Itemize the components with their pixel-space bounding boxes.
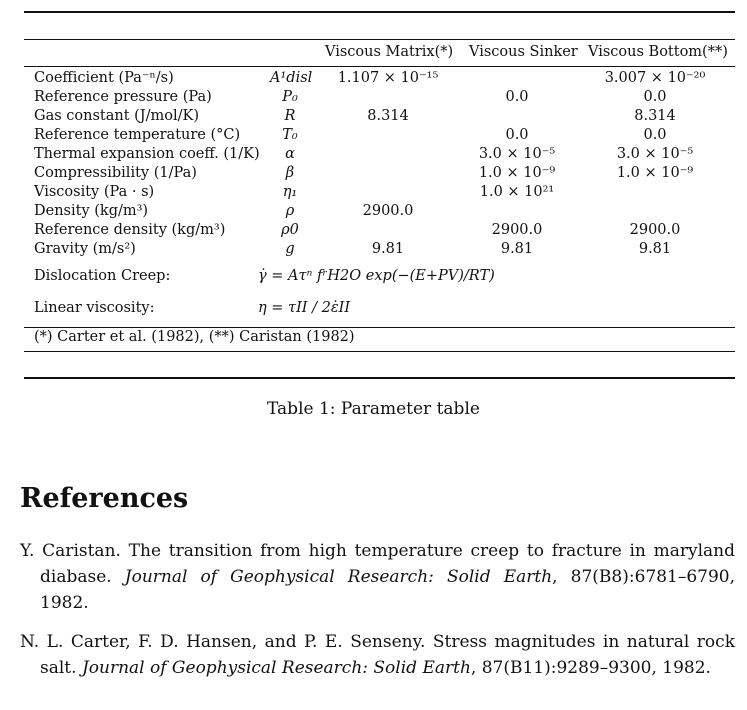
table-row: Density (kg/m³) ρ 2900.0: [0, 202, 747, 221]
parameter-symbol: β: [285, 165, 295, 181]
parameter-symbol: g: [285, 241, 295, 257]
value-viscous-bottom: 2900.0: [629, 222, 681, 238]
table-bottom-rule: [24, 351, 735, 352]
value-viscous-bottom: 8.314: [634, 108, 676, 124]
dislocation-creep-row: Dislocation Creep: γ̇ = Aτⁿ fʳH2O exp(−(…: [0, 267, 747, 286]
parameter-name: Density (kg/m³): [34, 203, 149, 219]
table-row: Gravity (m/s²) g 9.81 9.81 9.81: [0, 240, 747, 259]
reference-item: Y. Caristan. The transition from high te…: [20, 538, 735, 616]
table-top-rule: [24, 11, 735, 13]
value-viscous-sinker: 0.0: [505, 89, 529, 105]
parameter-name: Reference temperature (°C): [34, 127, 241, 143]
table-body-rule: [24, 66, 735, 67]
value-viscous-bottom: 0.0: [643, 89, 667, 105]
value-viscous-sinker: 0.0: [505, 127, 529, 143]
parameter-symbol: P₀: [282, 89, 298, 105]
reference-journal: Journal of Geophysical Research: Solid E…: [81, 658, 471, 678]
header-viscous-bottom: Viscous Bottom(**): [588, 44, 728, 60]
table-row: Thermal expansion coeff. (1/K) α 3.0 × 10⁻…: [0, 145, 747, 164]
table-row: Gas constant (J/mol/K) R 8.314 8.314: [0, 107, 747, 126]
table-row: Reference density (kg/m³) ρ0 2900.0 2900.0: [0, 221, 747, 240]
table-row: Reference temperature (°C) T₀ 0.0 0.0: [0, 126, 747, 145]
reference-authors: N. L. Carter, F. D. Hansen, and P. E. Se…: [20, 632, 426, 652]
parameter-symbol: T₀: [282, 127, 298, 143]
value-viscous-bottom: 1.0 × 10⁻⁹: [616, 165, 694, 181]
reference-details: , 87(B8):6781–6790, 1982.: [40, 567, 736, 613]
value-viscous-bottom: 9.81: [638, 241, 672, 257]
header-viscous-matrix: Viscous Matrix(*): [325, 44, 454, 60]
linear-viscosity-label: Linear viscosity:: [34, 300, 155, 316]
value-viscous-bottom: 3.007 × 10⁻²⁰: [604, 70, 706, 86]
parameter-symbol: A¹disl: [270, 70, 313, 86]
table-row: Viscosity (Pa · s) η₁ 1.0 × 10²¹: [0, 183, 747, 202]
linear-viscosity-row: Linear viscosity: η = τII / 2ε̇II: [0, 299, 747, 318]
reference-title: Stress magnitudes in natural rock salt.: [40, 632, 735, 678]
parameter-name: Reference pressure (Pa): [34, 89, 212, 105]
parameter-name: Viscosity (Pa · s): [34, 184, 155, 200]
reference-authors: Y. Caristan.: [20, 541, 121, 561]
dislocation-creep-equation: γ̇ = Aτⁿ fʳH2O exp(−(E+PV)/RT): [258, 268, 495, 284]
parameter-name: Thermal expansion coeff. (1/K): [34, 146, 260, 162]
parameter-name: Gravity (m/s²): [34, 241, 136, 257]
value-viscous-bottom: 3.0 × 10⁻⁵: [616, 146, 694, 162]
reference-item: N. L. Carter, F. D. Hansen, and P. E. Se…: [20, 629, 735, 681]
header-viscous-sinker: Viscous Sinker: [469, 44, 578, 60]
value-viscous-matrix: 8.314: [367, 108, 409, 124]
parameter-symbol: η₁: [282, 184, 298, 200]
value-viscous-sinker: 1.0 × 10⁻⁹: [478, 165, 556, 181]
value-viscous-sinker: 1.0 × 10²¹: [479, 184, 555, 200]
parameter-name: Reference density (kg/m³): [34, 222, 226, 238]
value-viscous-matrix: 1.107 × 10⁻¹⁵: [337, 70, 439, 86]
reference-journal: Journal of Geophysical Research: Solid E…: [124, 567, 553, 587]
dislocation-creep-label: Dislocation Creep:: [34, 268, 171, 284]
parameter-symbol: α: [285, 146, 295, 162]
value-viscous-bottom: 0.0: [643, 127, 667, 143]
value-viscous-sinker: 9.81: [500, 241, 534, 257]
table-note-rule: [24, 327, 735, 328]
table-caption: Table 1: Parameter table: [267, 399, 480, 419]
reference-details: , 87(B11):9289–9300, 1982.: [470, 658, 711, 678]
parameter-symbol: ρ: [285, 203, 295, 219]
table-end-rule: [24, 377, 735, 379]
parameter-symbol: ρ0: [281, 222, 299, 238]
reference-title: The transition from high temperature cre…: [40, 541, 735, 587]
table-header-rule: [24, 39, 735, 40]
table-row: Reference pressure (Pa) P₀ 0.0 0.0: [0, 88, 747, 107]
linear-viscosity-equation: η = τII / 2ε̇II: [258, 300, 351, 316]
parameter-symbol: R: [284, 108, 296, 124]
value-viscous-matrix: 2900.0: [362, 203, 414, 219]
value-viscous-sinker: 2900.0: [491, 222, 543, 238]
table-row: Compressibility (1/Pa) β 1.0 × 10⁻⁹ 1.0 × 1…: [0, 164, 747, 183]
table-footnote: (*) Carter et al. (1982), (**) Caristan …: [34, 329, 355, 345]
parameter-name: Coefficient (Pa⁻ⁿ/s): [34, 70, 174, 86]
value-viscous-sinker: 3.0 × 10⁻⁵: [478, 146, 556, 162]
references-heading: References: [20, 483, 189, 514]
parameter-name: Gas constant (J/mol/K): [34, 108, 200, 124]
value-viscous-matrix: 9.81: [371, 241, 405, 257]
parameter-name: Compressibility (1/Pa): [34, 165, 197, 181]
table-row: Coefficient (Pa⁻ⁿ/s) A¹disl 1.107 × 10⁻¹⁵ 3…: [0, 69, 747, 88]
